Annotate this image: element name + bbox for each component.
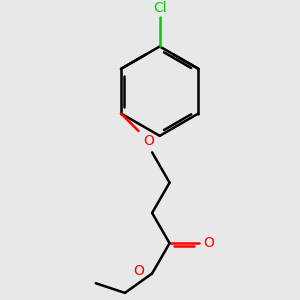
Text: O: O [134, 264, 144, 278]
Text: O: O [204, 236, 214, 250]
Text: O: O [143, 134, 154, 148]
Text: Cl: Cl [153, 2, 166, 15]
